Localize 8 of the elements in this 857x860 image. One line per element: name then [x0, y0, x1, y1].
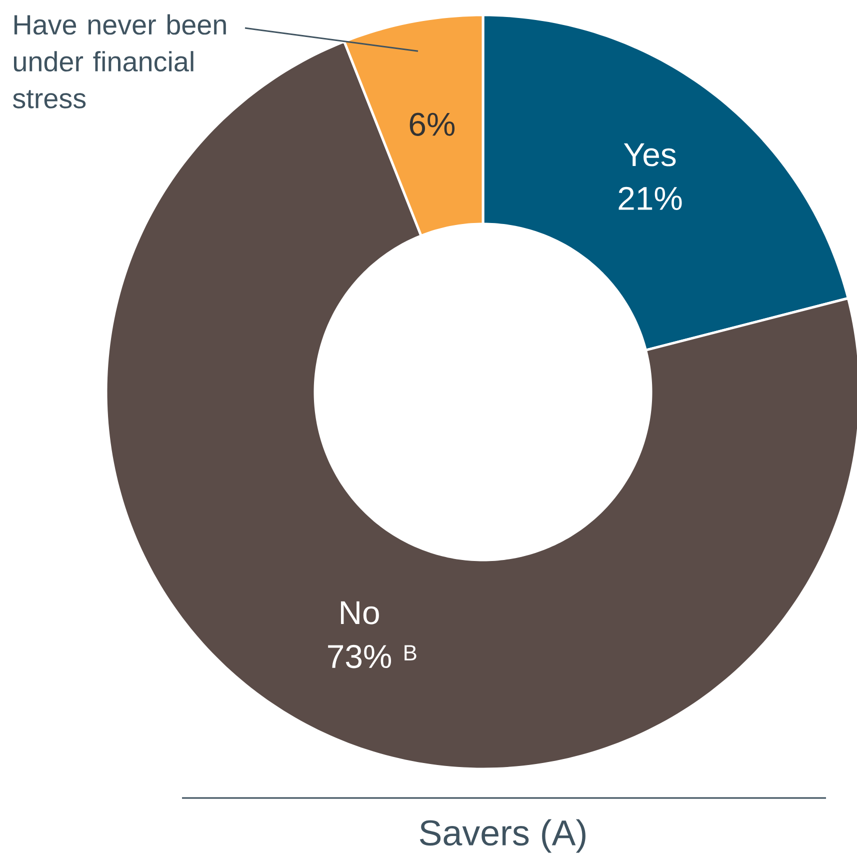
text: B — [404, 645, 416, 660]
slice-label: No — [340, 601, 379, 624]
data-label: 6% — [410, 112, 455, 136]
text: Savers (A) — [420, 819, 586, 853]
data-label: 21% — [618, 186, 682, 210]
slice-label: Yes — [624, 143, 676, 166]
slice-label: Have never been under financial stress — [12, 14, 226, 108]
data-label: 73% — [328, 644, 392, 668]
